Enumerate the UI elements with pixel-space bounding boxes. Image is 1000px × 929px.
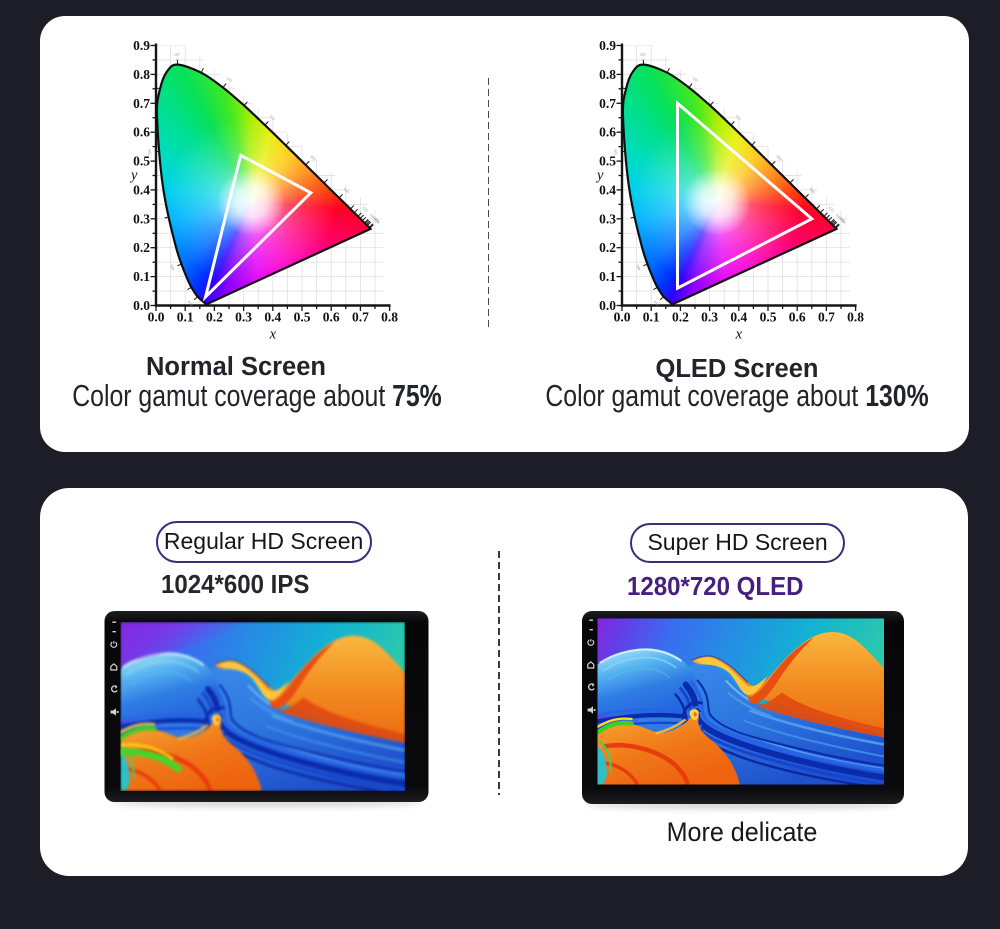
svg-text:0.4: 0.4	[730, 310, 747, 325]
svg-text:0.8: 0.8	[133, 67, 150, 82]
svg-text:560: 560	[734, 114, 742, 122]
svg-text:660: 660	[373, 216, 381, 224]
svg-text:640: 640	[835, 212, 843, 220]
svg-text:0.8: 0.8	[381, 310, 398, 325]
svg-text:620: 620	[827, 205, 835, 213]
svg-text:680: 680	[839, 217, 847, 225]
svg-text:0.8: 0.8	[847, 310, 864, 325]
svg-text:0.6: 0.6	[133, 125, 150, 140]
svg-text:0.7: 0.7	[599, 96, 616, 111]
svg-text:0.1: 0.1	[177, 310, 194, 325]
svg-text:0.0: 0.0	[614, 310, 631, 325]
svg-text:0.1: 0.1	[133, 269, 150, 284]
svg-text:0.0: 0.0	[148, 310, 165, 325]
svg-text:460: 460	[652, 300, 660, 308]
svg-text:0.2: 0.2	[133, 240, 150, 255]
svg-text:500: 500	[147, 149, 153, 155]
svg-text:0.0: 0.0	[599, 298, 616, 313]
svg-text:0.1: 0.1	[643, 310, 660, 325]
svg-text:0.9: 0.9	[133, 38, 150, 53]
svg-text:0.5: 0.5	[133, 154, 150, 169]
svg-text:520: 520	[173, 51, 179, 57]
svg-text:480: 480	[635, 264, 642, 271]
svg-text:0.6: 0.6	[789, 310, 806, 325]
svg-text:x: x	[269, 327, 277, 343]
svg-text:0.3: 0.3	[235, 310, 252, 325]
svg-text:600: 600	[809, 187, 817, 195]
svg-text:580: 580	[775, 154, 783, 162]
svg-text:0.6: 0.6	[599, 125, 616, 140]
svg-text:0.7: 0.7	[818, 310, 835, 325]
svg-text:0.2: 0.2	[672, 310, 689, 325]
svg-text:0.3: 0.3	[599, 211, 616, 226]
svg-text:y: y	[129, 168, 138, 184]
svg-text:580: 580	[309, 154, 317, 162]
svg-text:460: 460	[186, 300, 194, 308]
svg-text:0.4: 0.4	[264, 310, 281, 325]
svg-text:y: y	[595, 168, 604, 184]
svg-text:520: 520	[639, 51, 645, 57]
svg-text:0.7: 0.7	[133, 96, 150, 111]
svg-text:660: 660	[839, 216, 847, 224]
svg-text:0.4: 0.4	[599, 182, 616, 197]
svg-text:0.2: 0.2	[206, 310, 223, 325]
svg-text:0.0: 0.0	[133, 298, 150, 313]
svg-text:540: 540	[692, 75, 700, 83]
svg-text:640: 640	[369, 212, 377, 220]
svg-text:0.3: 0.3	[701, 310, 718, 325]
svg-text:0.2: 0.2	[599, 240, 616, 255]
svg-text:480: 480	[169, 264, 176, 271]
svg-text:500: 500	[613, 149, 619, 155]
svg-text:600: 600	[343, 187, 351, 195]
svg-text:0.5: 0.5	[760, 310, 777, 325]
svg-text:0.4: 0.4	[133, 182, 150, 197]
svg-text:x: x	[735, 327, 743, 343]
svg-text:0.3: 0.3	[133, 211, 150, 226]
svg-text:540: 540	[226, 75, 234, 83]
svg-text:0.5: 0.5	[599, 154, 616, 169]
svg-text:680: 680	[373, 217, 381, 225]
svg-text:0.8: 0.8	[599, 67, 616, 82]
svg-text:0.9: 0.9	[599, 38, 616, 53]
svg-text:0.6: 0.6	[323, 310, 340, 325]
svg-text:560: 560	[268, 114, 276, 122]
svg-text:0.7: 0.7	[352, 310, 369, 325]
svg-text:0.1: 0.1	[599, 269, 616, 284]
svg-text:620: 620	[361, 205, 369, 213]
svg-text:0.5: 0.5	[294, 310, 311, 325]
